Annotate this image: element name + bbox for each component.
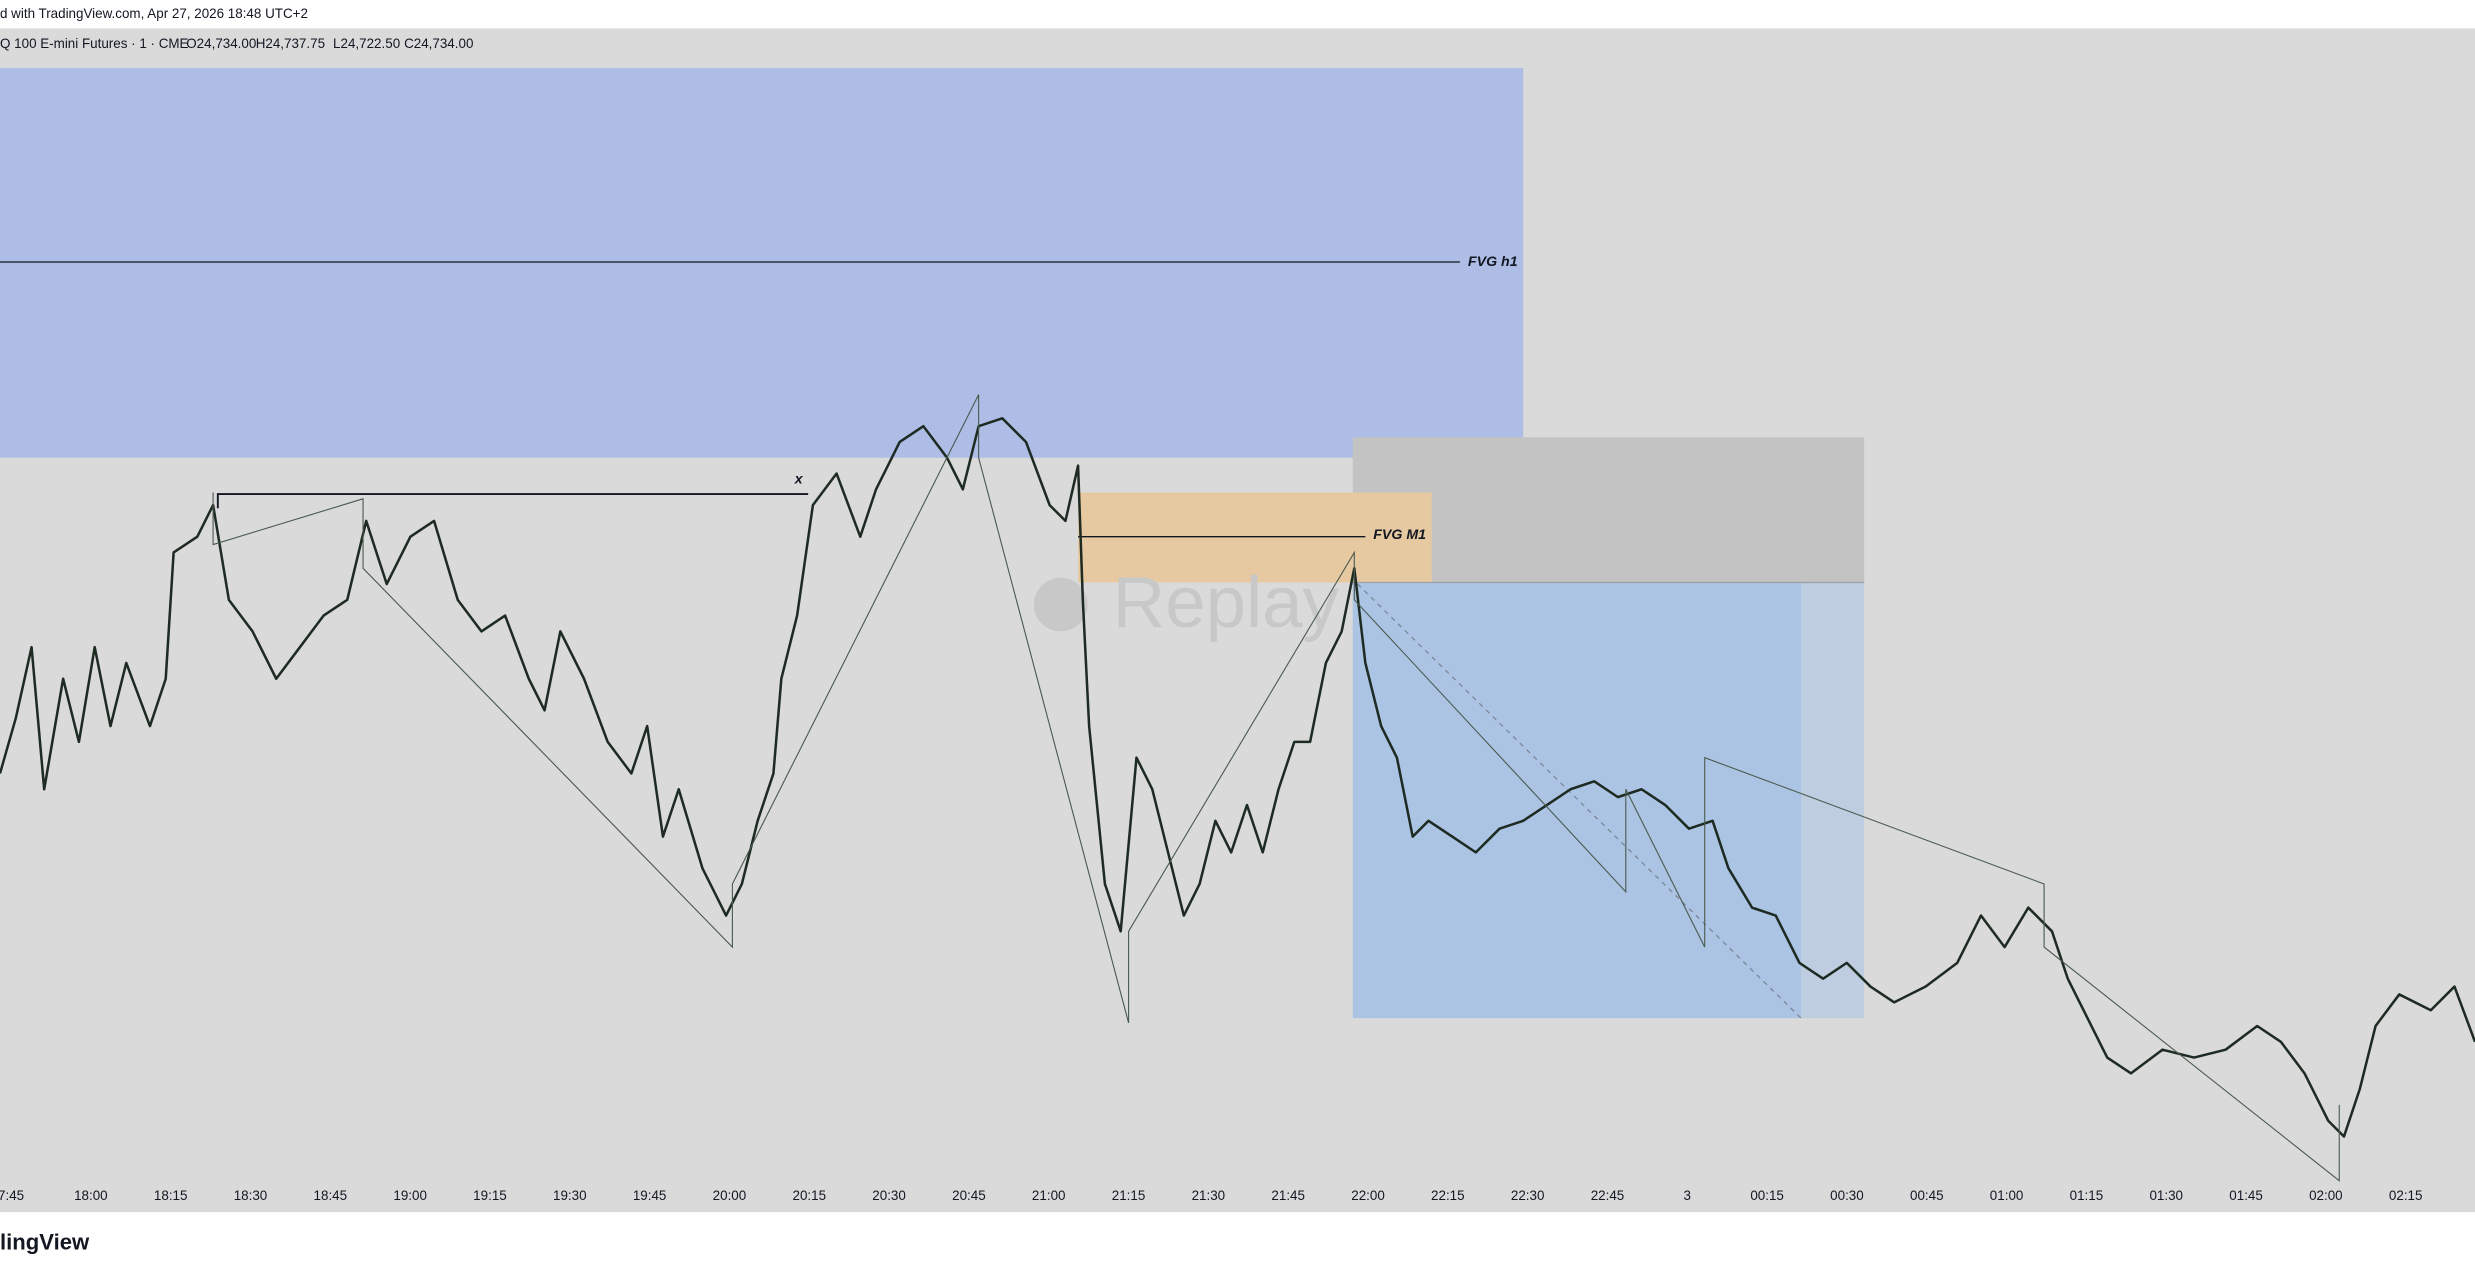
- time-axis: 7:45 18:00 18:15 18:30 18:45 19:00 19:15 19:30 1…: [0, 1188, 2422, 1203]
- bottom-bar: [0, 1212, 2475, 1277]
- time-label: 20:45: [952, 1188, 986, 1203]
- time-label: 18:45: [314, 1188, 348, 1203]
- time-label: 21:30: [1192, 1188, 1226, 1203]
- time-label: 21:00: [1032, 1188, 1066, 1203]
- time-label: 22:30: [1511, 1188, 1545, 1203]
- legend-close: C24,734.00: [404, 36, 473, 51]
- footer-brand: lingView: [0, 1230, 90, 1255]
- time-label: 21:15: [1112, 1188, 1146, 1203]
- liquidity-line: [216, 493, 809, 509]
- fvg-h1-zone: [0, 67, 1524, 458]
- legend-symbol: Q 100 E-mini Futures · 1 · CME: [0, 36, 189, 51]
- time-label: 20:00: [713, 1188, 747, 1203]
- time-label: 00:15: [1750, 1188, 1784, 1203]
- time-label: 19:00: [393, 1188, 427, 1203]
- time-label: 01:15: [2070, 1188, 2104, 1203]
- time-label: 18:30: [234, 1188, 268, 1203]
- fvg-m1-zone: [1078, 492, 1432, 583]
- time-label: 18:00: [74, 1188, 108, 1203]
- price-wicks: [212, 394, 2340, 1182]
- legend-open: O24,734.00: [186, 36, 256, 51]
- time-label: 19:45: [633, 1188, 667, 1203]
- target-zone: [1352, 582, 1802, 1019]
- time-label: 01:45: [2229, 1188, 2263, 1203]
- time-label: 22:15: [1431, 1188, 1465, 1203]
- legend-high: H24,737.75: [256, 36, 325, 51]
- stop-zone: [1352, 437, 1865, 583]
- time-label: 01:00: [1990, 1188, 2024, 1203]
- time-label: 00:30: [1830, 1188, 1864, 1203]
- time-label: 21:45: [1271, 1188, 1305, 1203]
- target-zone-extension: [1801, 582, 1865, 1019]
- time-label: 01:30: [2149, 1188, 2183, 1203]
- time-label: 02:15: [2389, 1188, 2423, 1203]
- time-label: 02:00: [2309, 1188, 2343, 1203]
- price-trace: [0, 417, 2475, 1138]
- time-label: 19:30: [553, 1188, 587, 1203]
- header-title: d with TradingView.com, Apr 27, 2026 18:…: [0, 6, 308, 21]
- time-label: 7:45: [0, 1188, 24, 1203]
- time-label: 00:45: [1910, 1188, 1944, 1203]
- time-label: 22:00: [1351, 1188, 1385, 1203]
- sweep-label: x: [794, 472, 804, 488]
- fvg-h1-label: FVG h1: [1468, 254, 1518, 270]
- time-label: 18:15: [154, 1188, 188, 1203]
- watermark: Replay: [1113, 562, 1340, 643]
- time-label: 20:30: [872, 1188, 906, 1203]
- legend-low: L24,722.50: [333, 36, 400, 51]
- time-label: 3: [1684, 1188, 1691, 1203]
- watermark-icon: [1033, 577, 1088, 632]
- time-label: 19:15: [473, 1188, 507, 1203]
- top-bar: [0, 0, 2475, 29]
- time-label: 22:45: [1591, 1188, 1625, 1203]
- time-label: 20:15: [792, 1188, 826, 1203]
- fvg-m1-label: FVG M1: [1373, 527, 1426, 543]
